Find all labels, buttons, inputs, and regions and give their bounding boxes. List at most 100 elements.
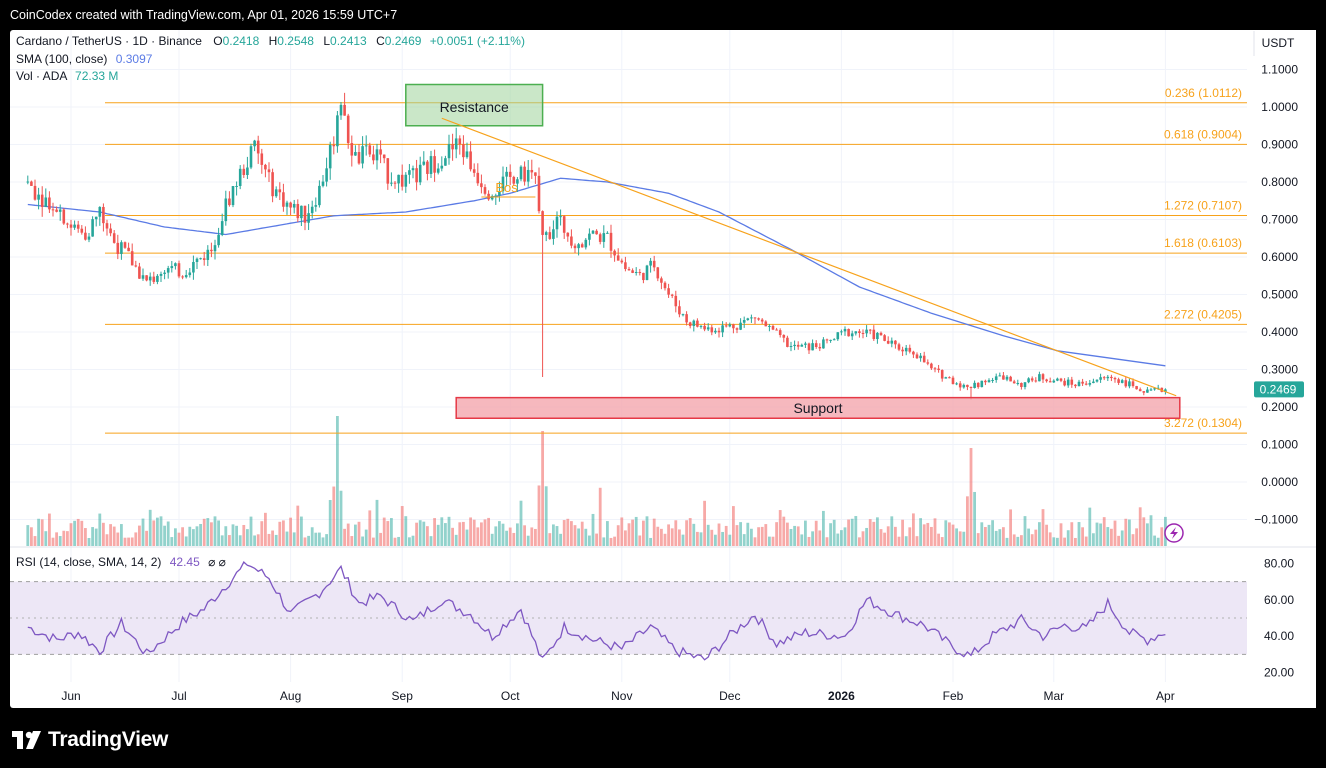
candle-body[interactable] — [1088, 383, 1092, 385]
candle-body[interactable] — [393, 182, 397, 184]
candle-body[interactable] — [1146, 389, 1149, 393]
candle-body[interactable] — [649, 260, 652, 266]
candle-body[interactable] — [768, 325, 771, 327]
candle-body[interactable] — [757, 318, 760, 320]
candle-body[interactable] — [609, 232, 613, 251]
candle-body[interactable] — [112, 233, 116, 243]
candle-body[interactable] — [166, 268, 170, 273]
candle-body[interactable] — [832, 339, 836, 341]
candle-body[interactable] — [444, 158, 447, 166]
candle-body[interactable] — [926, 362, 930, 364]
candle-body[interactable] — [1063, 380, 1066, 386]
candle-body[interactable] — [796, 344, 800, 347]
candle-body[interactable] — [73, 224, 76, 228]
candle-body[interactable] — [447, 144, 451, 159]
candle-body[interactable] — [840, 331, 843, 333]
candle-body[interactable] — [987, 380, 991, 383]
candle-body[interactable] — [422, 161, 426, 165]
candle-body[interactable] — [537, 175, 541, 212]
candle-body[interactable] — [267, 169, 271, 173]
candle-body[interactable] — [804, 343, 807, 345]
candle-body[interactable] — [789, 346, 793, 348]
candle-body[interactable] — [382, 154, 386, 159]
candle-body[interactable] — [1124, 380, 1128, 387]
candle-body[interactable] — [292, 203, 296, 208]
candle-body[interactable] — [854, 331, 858, 334]
lightning-icon[interactable] — [1164, 523, 1184, 543]
candle-body[interactable] — [951, 377, 955, 385]
candle-body[interactable] — [1020, 382, 1023, 388]
candle-body[interactable] — [476, 172, 480, 184]
candle-body[interactable] — [469, 151, 472, 170]
candle-body[interactable] — [148, 276, 152, 281]
candle-body[interactable] — [1074, 384, 1077, 387]
candle-body[interactable] — [933, 368, 937, 370]
support-box[interactable] — [455, 396, 1181, 419]
support-zone[interactable]: Support — [455, 396, 1181, 419]
candle-body[interactable] — [660, 278, 663, 283]
candle-body[interactable] — [912, 351, 915, 355]
candle-body[interactable] — [663, 282, 667, 289]
candle-body[interactable] — [303, 205, 307, 223]
candle-body[interactable] — [242, 168, 246, 175]
candle-body[interactable] — [562, 216, 566, 233]
candle-body[interactable] — [577, 244, 580, 249]
candle-body[interactable] — [274, 189, 278, 197]
candle-body[interactable] — [782, 335, 786, 338]
candle-body[interactable] — [51, 209, 55, 211]
candle-body[interactable] — [465, 151, 469, 158]
candle-body[interactable] — [332, 144, 336, 147]
candle-body[interactable] — [91, 219, 94, 237]
candle-body[interactable] — [897, 344, 901, 350]
candle-body[interactable] — [825, 339, 829, 341]
candle-body[interactable] — [490, 196, 494, 200]
candle-body[interactable] — [775, 329, 778, 331]
candle-body[interactable] — [192, 261, 195, 273]
candle-body[interactable] — [516, 179, 519, 184]
candle-body[interactable] — [328, 144, 332, 169]
candle-body[interactable] — [231, 186, 235, 206]
candle-body[interactable] — [955, 383, 958, 385]
candle-body[interactable] — [325, 168, 328, 182]
candle-body[interactable] — [246, 167, 249, 175]
candle-body[interactable] — [778, 330, 782, 336]
candle-body[interactable] — [123, 242, 127, 248]
candle-body[interactable] — [350, 143, 354, 156]
candle-body[interactable] — [170, 266, 174, 269]
candle-body[interactable] — [717, 330, 721, 333]
candle-body[interactable] — [372, 154, 375, 161]
candle-body[interactable] — [991, 379, 994, 381]
candle-body[interactable] — [807, 343, 811, 351]
candle-body[interactable] — [94, 216, 98, 220]
candle-body[interactable] — [1081, 381, 1084, 384]
candle-body[interactable] — [199, 258, 202, 260]
descending-trendline[interactable] — [441, 117, 1177, 397]
candle-body[interactable] — [69, 224, 73, 228]
candle-body[interactable] — [181, 276, 184, 278]
candle-body[interactable] — [544, 232, 548, 235]
candle-body[interactable] — [76, 224, 80, 229]
candle-body[interactable] — [886, 340, 890, 344]
candle-body[interactable] — [688, 322, 692, 327]
candle-body[interactable] — [364, 145, 368, 147]
candle-body[interactable] — [436, 168, 440, 173]
candle-body[interactable] — [1048, 381, 1052, 383]
candle-body[interactable] — [1156, 387, 1160, 389]
candle-body[interactable] — [850, 333, 854, 337]
candle-body[interactable] — [696, 320, 699, 327]
candle-body[interactable] — [678, 306, 681, 315]
candle-body[interactable] — [764, 321, 768, 327]
candle-body[interactable] — [1012, 381, 1016, 384]
candle-body[interactable] — [602, 233, 606, 242]
candle-body[interactable] — [908, 347, 912, 352]
candle-body[interactable] — [994, 376, 998, 380]
candle-body[interactable] — [876, 332, 879, 340]
candle-body[interactable] — [984, 380, 987, 383]
candle-body[interactable] — [919, 355, 922, 359]
candle-body[interactable] — [1066, 379, 1070, 386]
resistance-box[interactable] — [405, 83, 544, 127]
candle-body[interactable] — [66, 223, 69, 225]
candle-body[interactable] — [606, 232, 609, 234]
chart-svg[interactable]: 0.236 (1.0112) 0.618 (0.9004) 1.272 (0.710… — [10, 30, 1316, 708]
candle-body[interactable] — [627, 269, 631, 271]
